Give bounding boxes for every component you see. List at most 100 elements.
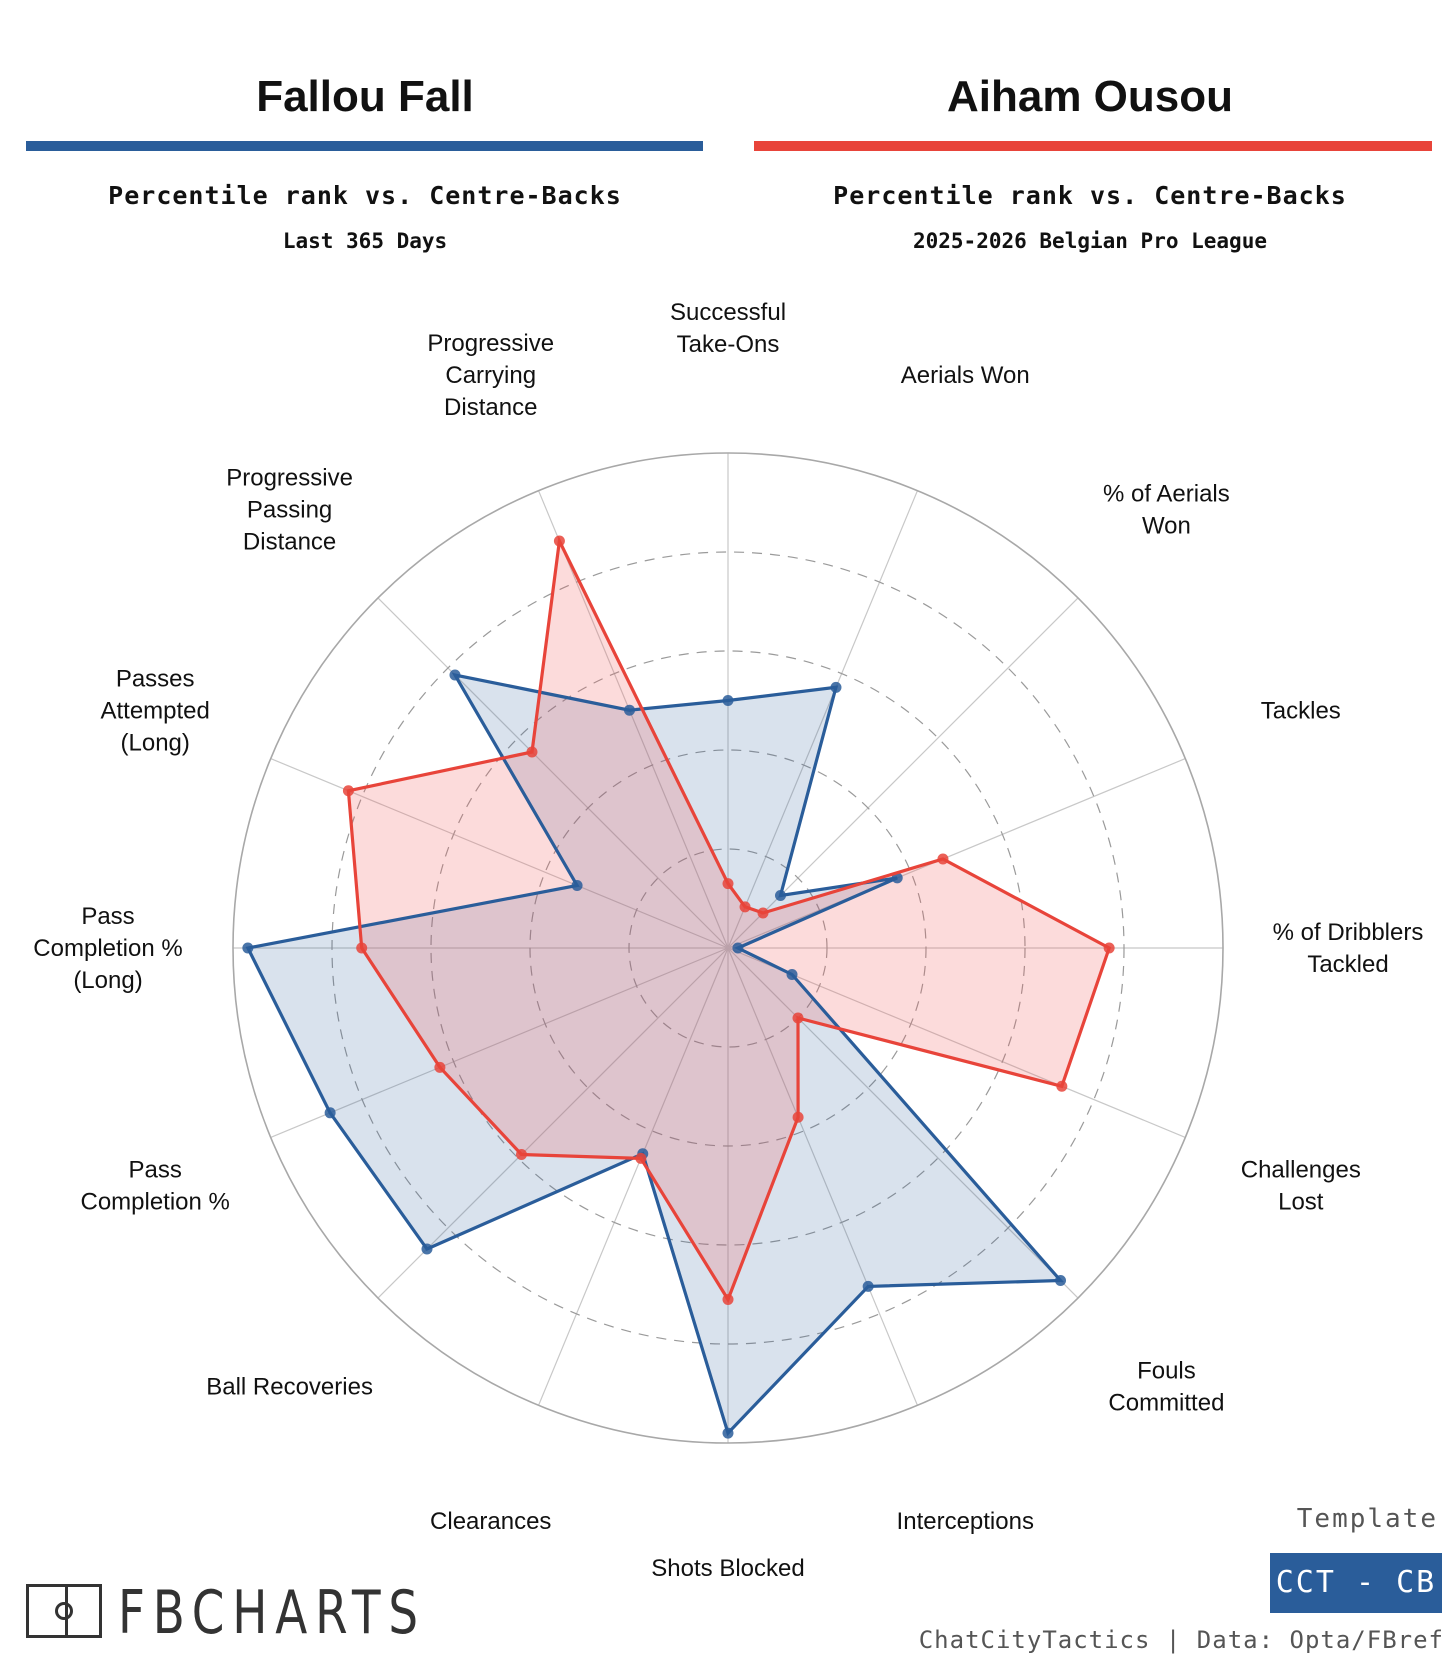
fbcharts-logo-text: FBCHARTS bbox=[118, 1578, 426, 1648]
axis-label-8: Shots Blocked bbox=[651, 1555, 804, 1582]
axis-label-10: Ball Recoveries bbox=[206, 1373, 373, 1400]
series-2-point-11 bbox=[434, 1061, 446, 1073]
player-2-color-bar bbox=[754, 141, 1432, 151]
axis-label-line: Passes bbox=[116, 666, 195, 693]
data-credit: ChatCityTactics | Data: Opta/FBref bbox=[918, 1626, 1444, 1654]
series-2-point-0 bbox=[722, 878, 734, 890]
series-1-point-0 bbox=[722, 695, 734, 706]
radar-spoke bbox=[727, 758, 1186, 949]
player-1-name: Fallou Fall bbox=[256, 72, 474, 121]
axis-label-4: % of Dribblers Tackled bbox=[1273, 919, 1424, 978]
axis-label-line: Clearances bbox=[430, 1508, 551, 1535]
axis-label-line: Progressive bbox=[427, 330, 554, 357]
axis-label-line: Aerials Won bbox=[901, 362, 1030, 389]
axis-label-6: Fouls Committed bbox=[1108, 1357, 1224, 1416]
radar-axis-labels: Successful Take-Ons Aerials Won % of Aerial… bbox=[33, 299, 1423, 1582]
axis-label-7: Interceptions bbox=[897, 1508, 1034, 1535]
series-1-point-12 bbox=[242, 942, 254, 954]
axis-label-line: (Long) bbox=[121, 730, 190, 757]
radar-spoke bbox=[538, 947, 729, 1406]
series-1-point-10 bbox=[421, 1243, 433, 1255]
axis-label-line: Completion % bbox=[80, 1188, 229, 1215]
axis-label-0: Successful Take-Ons bbox=[670, 299, 786, 358]
axis-label-line: Lost bbox=[1278, 1188, 1324, 1215]
series-1-point-1 bbox=[830, 681, 842, 693]
series-2-point-5 bbox=[1056, 1080, 1068, 1092]
series-1-point-8 bbox=[722, 1427, 734, 1439]
axis-label-line: Carrying bbox=[445, 362, 536, 389]
template-label: Template bbox=[1296, 1504, 1438, 1534]
axis-label-3: Tackles bbox=[1261, 698, 1341, 725]
radar-spoke bbox=[377, 597, 729, 949]
axis-label-14: Progressive Passing Distance bbox=[226, 465, 353, 556]
axis-label-line: Pass bbox=[129, 1156, 182, 1183]
axis-label-13: Passes Attempted (Long) bbox=[100, 666, 209, 757]
series-2-point-4 bbox=[1103, 942, 1115, 954]
series-1-point-14 bbox=[449, 669, 461, 681]
radar-ring-60 bbox=[430, 650, 1026, 1246]
radar-ring-80 bbox=[331, 551, 1125, 1345]
series-2-point-3 bbox=[937, 853, 949, 865]
series-2-point-12 bbox=[356, 942, 368, 954]
axis-label-11: Pass Completion % bbox=[80, 1156, 229, 1215]
series-1-point-5 bbox=[786, 969, 798, 981]
axis-label-15: Progressive Carrying Distance bbox=[427, 330, 554, 421]
axis-label-line: Fouls bbox=[1137, 1357, 1196, 1384]
series-1-point-7 bbox=[862, 1280, 874, 1292]
axis-label-line: Won bbox=[1142, 513, 1191, 540]
axis-label-line: Challenges bbox=[1241, 1156, 1361, 1183]
axis-label-line: (Long) bbox=[73, 967, 142, 994]
axis-label-line: Committed bbox=[1108, 1389, 1224, 1416]
series-2-point-14 bbox=[526, 746, 538, 758]
player-2-subtitle: Percentile rank vs. Centre-Backs bbox=[833, 181, 1347, 210]
series-1-point-13 bbox=[571, 879, 583, 891]
axis-label-line: Progressive bbox=[226, 465, 353, 492]
axis-label-line: Attempted bbox=[100, 698, 209, 725]
series-2-point-8 bbox=[722, 1293, 734, 1305]
radar-grid bbox=[232, 452, 1224, 1444]
axis-label-line: Successful bbox=[670, 299, 786, 326]
axis-label-1: Aerials Won bbox=[901, 362, 1030, 389]
radar-spoke bbox=[727, 947, 918, 1406]
radar-spoke bbox=[727, 947, 1186, 1138]
fbcharts-logo-icon bbox=[26, 1584, 102, 1638]
series-1-point-2 bbox=[775, 889, 787, 901]
series-area-2 bbox=[348, 541, 1110, 1300]
player-2-context: 2025-2026 Belgian Pro League bbox=[912, 229, 1267, 253]
player-1-color-bar bbox=[26, 141, 703, 151]
axis-label-line: Completion % bbox=[33, 935, 182, 962]
axis-label-line: Ball Recoveries bbox=[206, 1373, 373, 1400]
axis-label-line: Passing bbox=[247, 497, 332, 524]
axis-label-line: Distance bbox=[243, 529, 336, 556]
radar-spoke bbox=[727, 597, 1079, 949]
axis-label-line: % of Dribblers bbox=[1273, 919, 1424, 946]
axis-label-line: Interceptions bbox=[897, 1508, 1034, 1535]
template-badge: CCT - CB bbox=[1270, 1553, 1442, 1613]
player-1-context: Last 365 Days bbox=[282, 229, 448, 253]
series-2-point-6 bbox=[792, 1012, 804, 1024]
axis-label-line: Tackles bbox=[1261, 698, 1341, 725]
series-1-point-11 bbox=[324, 1107, 336, 1119]
radar-ring-100 bbox=[232, 452, 1224, 1444]
axis-label-line: Take-Ons bbox=[677, 331, 780, 358]
axis-label-line: Tackled bbox=[1307, 951, 1388, 978]
radar-spoke bbox=[727, 490, 918, 949]
radar-spoke bbox=[538, 490, 729, 949]
axis-label-line: % of Aerials bbox=[1103, 481, 1230, 508]
series-1-point-15 bbox=[623, 704, 635, 716]
axis-label-line: Distance bbox=[444, 394, 537, 421]
axis-label-5: Challenges Lost bbox=[1241, 1156, 1361, 1215]
series-1-point-4 bbox=[732, 942, 744, 954]
series-2-point-10 bbox=[515, 1149, 527, 1161]
axis-label-2: % of Aerials Won bbox=[1103, 481, 1230, 540]
axis-label-line: Shots Blocked bbox=[651, 1555, 804, 1582]
series-2-point-13 bbox=[342, 785, 354, 797]
series-1-point-6 bbox=[1055, 1275, 1067, 1287]
player-1-subtitle: Percentile rank vs. Centre-Backs bbox=[108, 181, 622, 210]
series-2-point-15 bbox=[553, 535, 565, 547]
radar-spoke bbox=[727, 947, 1079, 1299]
axis-label-line: Pass bbox=[81, 903, 134, 930]
radar-spoke bbox=[270, 947, 729, 1138]
series-area-1 bbox=[247, 675, 1061, 1434]
